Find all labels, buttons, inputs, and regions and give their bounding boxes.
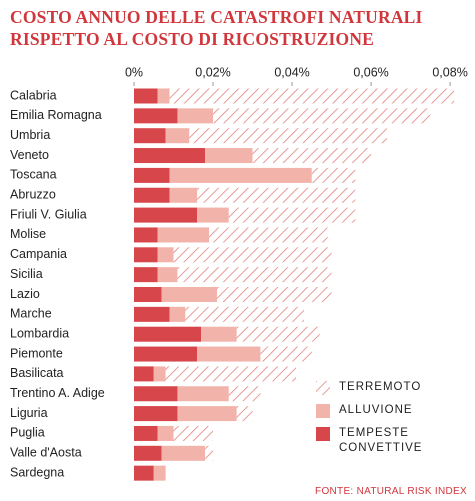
bar-segment <box>213 108 431 124</box>
bar-segment <box>197 346 261 362</box>
bar-segment <box>165 366 296 382</box>
category-label: Emilia Romagna <box>10 108 102 122</box>
legend-item: TERREMOTO <box>316 380 466 395</box>
category-label: Valle d'Aosta <box>10 446 82 460</box>
category-label: Toscana <box>10 168 57 182</box>
bar-segment <box>134 287 162 302</box>
category-label: Trentino A. Adige <box>10 386 105 400</box>
x-tick-label: 0,06% <box>353 65 388 79</box>
bar-segment <box>134 108 178 124</box>
source: FONTE: NATURAL RISK INDEX <box>315 486 467 497</box>
bar-segment <box>252 148 372 164</box>
bar-segment <box>134 227 158 243</box>
legend-swatch <box>316 404 330 418</box>
category-label: Campania <box>10 247 67 261</box>
bar-segment <box>169 167 312 183</box>
bar-segment <box>216 287 332 302</box>
category-label: Veneto <box>10 148 49 162</box>
bar-segment <box>228 386 261 402</box>
bar-segment <box>157 88 170 104</box>
bar-segment <box>177 267 332 283</box>
bar-segment <box>165 128 190 144</box>
bar-segment <box>157 425 174 441</box>
bar-segment <box>157 247 174 263</box>
legend-swatch <box>316 427 330 441</box>
bar-segment <box>134 306 170 322</box>
category-label: Piemonte <box>10 346 63 360</box>
legend: TERREMOTO ALLUVIONE TEMPESTE CONVETTIVE <box>316 380 466 464</box>
x-tick-label: 0,08% <box>432 65 467 79</box>
bar-segment <box>205 148 253 164</box>
bar-segment <box>205 445 214 461</box>
category-label: Calabria <box>10 88 57 102</box>
bar-segment <box>134 247 158 263</box>
bar-segment <box>134 167 170 183</box>
legend-label: TERREMOTO <box>339 381 422 393</box>
bar-segment <box>209 227 328 243</box>
bar-segment <box>134 326 202 342</box>
bar-segment <box>173 247 332 263</box>
bar-segment <box>134 267 158 283</box>
bar-segment <box>157 227 210 243</box>
bar-segment <box>161 287 217 302</box>
category-label: Basilicata <box>10 366 64 380</box>
bar-segment <box>134 465 154 481</box>
bar-segment <box>161 445 206 461</box>
bar-segment <box>177 386 229 402</box>
category-label: Sicilia <box>10 267 43 281</box>
bar-segment <box>201 326 237 342</box>
category-label: Lombardia <box>10 326 69 340</box>
category-label: Friuli V. Giulia <box>10 207 87 221</box>
bar-segment <box>134 406 178 422</box>
legend-label: TEMPESTE CONVETTIVE <box>339 427 423 454</box>
bar-segment <box>169 88 455 104</box>
category-label: Lazio <box>10 287 40 301</box>
x-tick-label: 0,02% <box>195 65 230 79</box>
bar-segment <box>189 128 387 144</box>
bar-segment <box>134 88 158 104</box>
bar-segment <box>311 167 356 183</box>
bar-segment <box>134 187 170 203</box>
x-tick-label: 0% <box>125 65 143 79</box>
bar-segment <box>134 207 198 223</box>
bar-segment <box>228 207 356 223</box>
category-label: Sardegna <box>10 465 64 479</box>
bar-segment <box>169 306 186 322</box>
bar-segment <box>173 425 214 441</box>
legend-item: ALLUVIONE <box>316 403 466 418</box>
bar-segment <box>134 346 198 362</box>
category-label: Molise <box>10 227 46 241</box>
bar-segment <box>177 108 214 124</box>
category-label: Puglia <box>10 426 45 440</box>
bar-segment <box>134 445 162 461</box>
bar-segment <box>134 366 154 382</box>
bar-segment <box>134 128 166 144</box>
bar-segment <box>236 406 253 422</box>
bar-segment <box>260 346 312 362</box>
chart-title: COSTO ANNUO DELLE CATASTROFI NATURALI RI… <box>10 7 423 49</box>
category-label: Abruzzo <box>10 188 56 202</box>
bar-segment <box>153 366 166 382</box>
bar-segment <box>134 386 178 402</box>
bar-segment <box>197 207 229 223</box>
bar-segment <box>169 187 198 203</box>
bar-segment <box>153 465 166 481</box>
bar-segment <box>157 267 178 283</box>
bar-segment <box>236 326 320 342</box>
bar-segment <box>134 425 158 441</box>
x-tick-label: 0,04% <box>274 65 309 79</box>
category-label: Umbria <box>10 128 50 142</box>
category-label: Marche <box>10 307 52 321</box>
category-label: Liguria <box>10 406 48 420</box>
legend-label: ALLUVIONE <box>339 404 413 416</box>
bar-segment <box>134 148 206 164</box>
bar-segment <box>185 306 304 322</box>
legend-swatch <box>316 381 330 395</box>
bar-segment <box>177 406 237 422</box>
legend-item: TEMPESTE CONVETTIVE <box>316 426 466 456</box>
bar-segment <box>197 187 356 203</box>
